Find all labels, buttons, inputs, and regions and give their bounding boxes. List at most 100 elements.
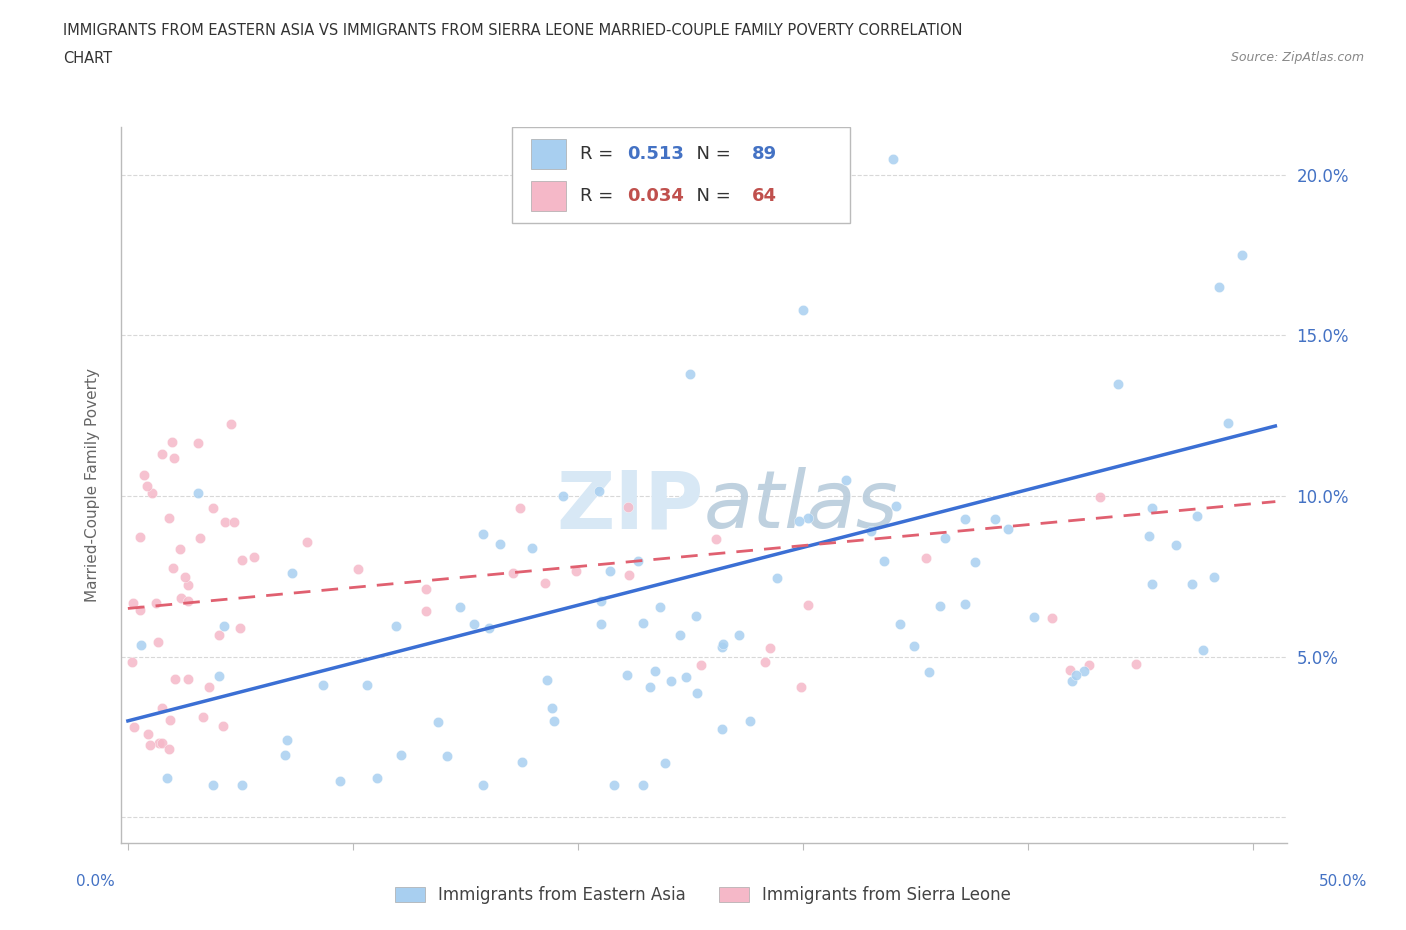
Point	[150, 446, 173, 461]
Point	[648, 600, 671, 615]
Point	[208, 627, 231, 642]
Point	[873, 553, 896, 568]
Point	[1187, 509, 1209, 524]
Point	[129, 530, 152, 545]
Point	[616, 668, 638, 683]
Point	[197, 680, 219, 695]
Point	[543, 713, 565, 728]
Point	[472, 777, 495, 792]
Point	[686, 685, 709, 700]
Point	[312, 677, 335, 692]
Point	[522, 540, 544, 555]
Point	[889, 617, 911, 631]
Point	[675, 670, 697, 684]
Point	[659, 673, 682, 688]
Point	[150, 701, 173, 716]
Point	[212, 719, 235, 734]
Point	[704, 532, 727, 547]
Point	[191, 710, 214, 724]
Point	[997, 522, 1019, 537]
Point	[165, 671, 187, 686]
Point	[617, 567, 640, 582]
Point	[122, 596, 145, 611]
Point	[188, 531, 211, 546]
Text: N =: N =	[685, 145, 737, 163]
Point	[536, 672, 558, 687]
Point	[219, 417, 242, 432]
Point	[884, 498, 907, 513]
Point	[162, 450, 184, 465]
Point	[953, 597, 976, 612]
Point	[685, 608, 707, 623]
Point	[644, 663, 666, 678]
Point	[170, 591, 193, 605]
Point	[553, 489, 575, 504]
FancyBboxPatch shape	[531, 181, 567, 211]
Point	[169, 542, 191, 557]
Point	[472, 526, 495, 541]
Point	[790, 680, 813, 695]
Point	[540, 700, 562, 715]
Point	[1218, 416, 1240, 431]
Point	[202, 500, 225, 515]
Text: ZIP: ZIP	[557, 467, 704, 545]
Point	[1202, 569, 1225, 584]
Point	[146, 634, 169, 649]
Point	[157, 511, 180, 525]
Point	[243, 550, 266, 565]
Point	[738, 713, 761, 728]
Point	[591, 593, 613, 608]
Text: Source: ZipAtlas.com: Source: ZipAtlas.com	[1230, 51, 1364, 64]
FancyBboxPatch shape	[512, 126, 849, 223]
Point	[160, 435, 183, 450]
Point	[449, 599, 471, 614]
Point	[148, 736, 170, 751]
Point	[728, 628, 751, 643]
Point	[792, 302, 814, 317]
Point	[159, 712, 181, 727]
Point	[1230, 247, 1253, 262]
Point	[599, 563, 621, 578]
Point	[201, 777, 224, 792]
Point	[929, 598, 952, 613]
Point	[415, 581, 437, 596]
Point	[1059, 663, 1081, 678]
Point	[710, 640, 733, 655]
Point	[903, 639, 925, 654]
Point	[617, 500, 640, 515]
Point	[463, 617, 485, 631]
Point	[631, 777, 654, 792]
Point	[1024, 609, 1046, 624]
Y-axis label: Married-Couple Family Poverty: Married-Couple Family Poverty	[86, 367, 100, 602]
Point	[208, 669, 231, 684]
Point	[156, 770, 179, 785]
Point	[509, 501, 531, 516]
Point	[347, 562, 370, 577]
Point	[176, 578, 198, 592]
Point	[129, 602, 152, 617]
Point	[633, 616, 655, 631]
Point	[1140, 500, 1163, 515]
Point	[141, 485, 163, 500]
Point	[711, 721, 734, 736]
Point	[436, 749, 458, 764]
Point	[177, 671, 200, 686]
Point	[280, 565, 302, 580]
Point	[1090, 490, 1112, 505]
Point	[1208, 280, 1230, 295]
Point	[882, 152, 904, 166]
Text: 0.513: 0.513	[627, 145, 683, 163]
Point	[489, 537, 512, 551]
Point	[766, 571, 789, 586]
Point	[669, 628, 692, 643]
Point	[934, 530, 956, 545]
Point	[122, 719, 145, 734]
FancyBboxPatch shape	[531, 139, 567, 169]
Point	[654, 755, 676, 770]
Text: R =: R =	[581, 187, 619, 206]
Point	[564, 564, 586, 578]
Text: 0.034: 0.034	[627, 187, 683, 206]
Point	[1181, 577, 1204, 591]
Point	[797, 598, 820, 613]
Point	[918, 665, 941, 680]
